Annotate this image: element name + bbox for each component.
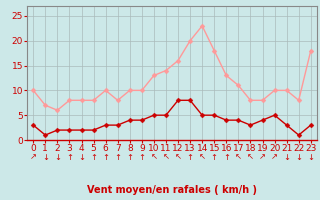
Text: ↖: ↖ bbox=[163, 153, 170, 162]
Text: ↓: ↓ bbox=[283, 153, 290, 162]
Text: ↗: ↗ bbox=[30, 153, 37, 162]
Text: Vent moyen/en rafales ( km/h ): Vent moyen/en rafales ( km/h ) bbox=[87, 185, 257, 195]
Text: ↑: ↑ bbox=[114, 153, 121, 162]
Text: ↑: ↑ bbox=[102, 153, 109, 162]
Text: ↓: ↓ bbox=[295, 153, 302, 162]
Text: ↑: ↑ bbox=[126, 153, 133, 162]
Text: ↖: ↖ bbox=[247, 153, 254, 162]
Text: ↖: ↖ bbox=[174, 153, 181, 162]
Text: ↓: ↓ bbox=[307, 153, 314, 162]
Text: ↖: ↖ bbox=[150, 153, 157, 162]
Text: ↑: ↑ bbox=[66, 153, 73, 162]
Text: ↓: ↓ bbox=[42, 153, 49, 162]
Text: ↖: ↖ bbox=[199, 153, 206, 162]
Text: ↓: ↓ bbox=[54, 153, 61, 162]
Text: ↑: ↑ bbox=[187, 153, 194, 162]
Text: ↖: ↖ bbox=[235, 153, 242, 162]
Text: ↗: ↗ bbox=[271, 153, 278, 162]
Text: ↑: ↑ bbox=[90, 153, 97, 162]
Text: ↑: ↑ bbox=[138, 153, 145, 162]
Text: ↑: ↑ bbox=[211, 153, 218, 162]
Text: ↓: ↓ bbox=[78, 153, 85, 162]
Text: ↑: ↑ bbox=[223, 153, 230, 162]
Text: ↗: ↗ bbox=[259, 153, 266, 162]
